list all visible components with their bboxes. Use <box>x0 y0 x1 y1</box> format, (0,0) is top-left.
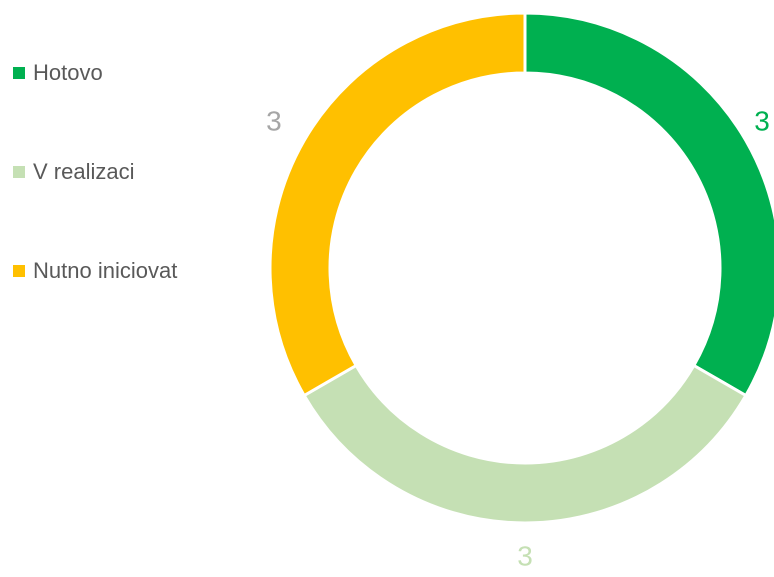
legend-label: Nutno iniciovat <box>33 258 177 283</box>
donut-segment <box>302 363 748 525</box>
data-label: 3 <box>266 105 282 136</box>
data-label: 3 <box>517 540 533 571</box>
donut-segment <box>268 11 527 398</box>
donut-segment <box>523 11 774 398</box>
data-label: 3 <box>754 105 770 136</box>
legend-swatch <box>13 265 25 277</box>
legend-swatch <box>13 67 25 79</box>
legend-swatch <box>13 166 25 178</box>
legend-label: Hotovo <box>33 60 103 85</box>
legend-label: V realizaci <box>33 159 134 184</box>
